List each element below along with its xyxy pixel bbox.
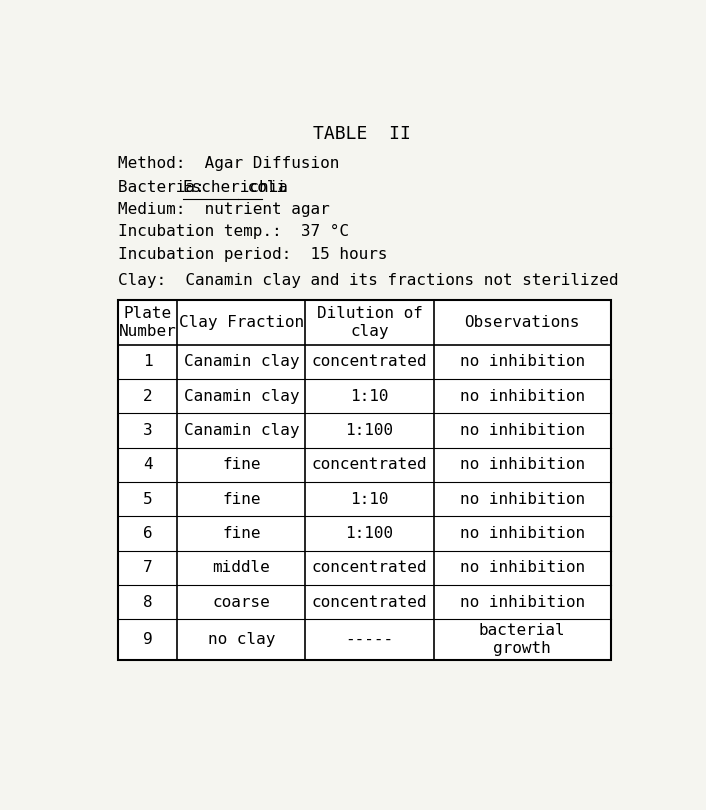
Text: bacterial
growth: bacterial growth (479, 624, 566, 656)
Text: no inhibition: no inhibition (460, 389, 585, 403)
Text: Escherichia: Escherichia (183, 180, 289, 194)
Text: 1:100: 1:100 (345, 423, 393, 438)
Text: 1: 1 (143, 355, 152, 369)
Text: no inhibition: no inhibition (460, 458, 585, 472)
Text: no inhibition: no inhibition (460, 492, 585, 507)
Text: Observations: Observations (465, 315, 580, 330)
Text: Incubation period:  15 hours: Incubation period: 15 hours (119, 247, 388, 262)
Text: Incubation temp.:  37 °C: Incubation temp.: 37 °C (119, 224, 349, 240)
Text: 5: 5 (143, 492, 152, 507)
Text: 4: 4 (143, 458, 152, 472)
Text: 1:10: 1:10 (350, 389, 389, 403)
Text: no inhibition: no inhibition (460, 355, 585, 369)
Text: Canamin clay: Canamin clay (184, 423, 299, 438)
Text: concentrated: concentrated (312, 355, 427, 369)
Text: no clay: no clay (208, 632, 275, 647)
Text: Bacteria:: Bacteria: (119, 180, 225, 194)
Text: middle: middle (213, 561, 270, 575)
Text: coarse: coarse (213, 595, 270, 610)
Text: concentrated: concentrated (312, 595, 427, 610)
Text: Medium:  nutrient agar: Medium: nutrient agar (119, 202, 330, 217)
Text: 1:100: 1:100 (345, 526, 393, 541)
Text: fine: fine (222, 492, 261, 507)
Text: Dilution of
clay: Dilution of clay (316, 306, 422, 339)
Text: Canamin clay: Canamin clay (184, 355, 299, 369)
Text: no inhibition: no inhibition (460, 595, 585, 610)
Text: 8: 8 (143, 595, 152, 610)
Text: 2: 2 (143, 389, 152, 403)
Text: Clay:  Canamin clay and its fractions not sterilized: Clay: Canamin clay and its fractions not… (119, 273, 619, 288)
Text: no inhibition: no inhibition (460, 561, 585, 575)
Text: 6: 6 (143, 526, 152, 541)
Text: no inhibition: no inhibition (460, 423, 585, 438)
Text: TABLE  II: TABLE II (313, 126, 411, 143)
Text: fine: fine (222, 526, 261, 541)
Text: concentrated: concentrated (312, 458, 427, 472)
Text: no inhibition: no inhibition (460, 526, 585, 541)
Text: Canamin clay: Canamin clay (184, 389, 299, 403)
Text: 7: 7 (143, 561, 152, 575)
Text: coli: coli (238, 180, 286, 194)
Bar (119, 300, 611, 660)
Text: Method:  Agar Diffusion: Method: Agar Diffusion (119, 156, 340, 172)
Text: Plate
Number: Plate Number (119, 306, 176, 339)
Text: 9: 9 (143, 632, 152, 647)
Text: 1:10: 1:10 (350, 492, 389, 507)
Text: -----: ----- (345, 632, 393, 647)
Text: fine: fine (222, 458, 261, 472)
Text: concentrated: concentrated (312, 561, 427, 575)
Text: Clay Fraction: Clay Fraction (179, 315, 304, 330)
Text: 3: 3 (143, 423, 152, 438)
